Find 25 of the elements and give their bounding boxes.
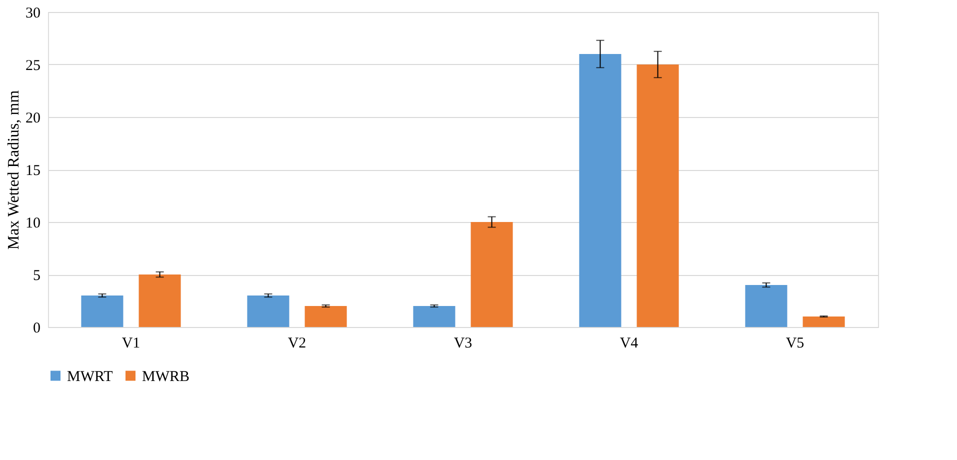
x-tick-label: V1 [122,336,140,352]
y-tick-label: 10 [26,216,40,232]
y-tick-label: 25 [26,58,40,74]
bar [636,64,679,327]
y-tick-label: 5 [33,268,40,284]
x-tick-label: V4 [620,336,639,352]
y-axis-title: Max Wetted Radius, mm [6,90,22,250]
legend-label: MWRT [67,368,113,385]
bar [802,316,845,327]
legend-label: MWRB [142,368,190,385]
x-tick-label: V5 [786,336,804,352]
y-tick-label: 30 [26,6,40,22]
x-tick-label: V2 [288,336,306,352]
y-tick-label: 0 [33,320,40,336]
bar [81,296,124,327]
bar [745,285,788,327]
bar [247,296,290,327]
bar [470,222,513,327]
bar [413,306,456,327]
x-tick-label: V3 [454,336,472,352]
bar [304,306,347,327]
y-tick-label: 20 [26,110,40,126]
bar [138,274,181,327]
y-tick-label: 15 [26,163,40,179]
bar [579,54,622,327]
